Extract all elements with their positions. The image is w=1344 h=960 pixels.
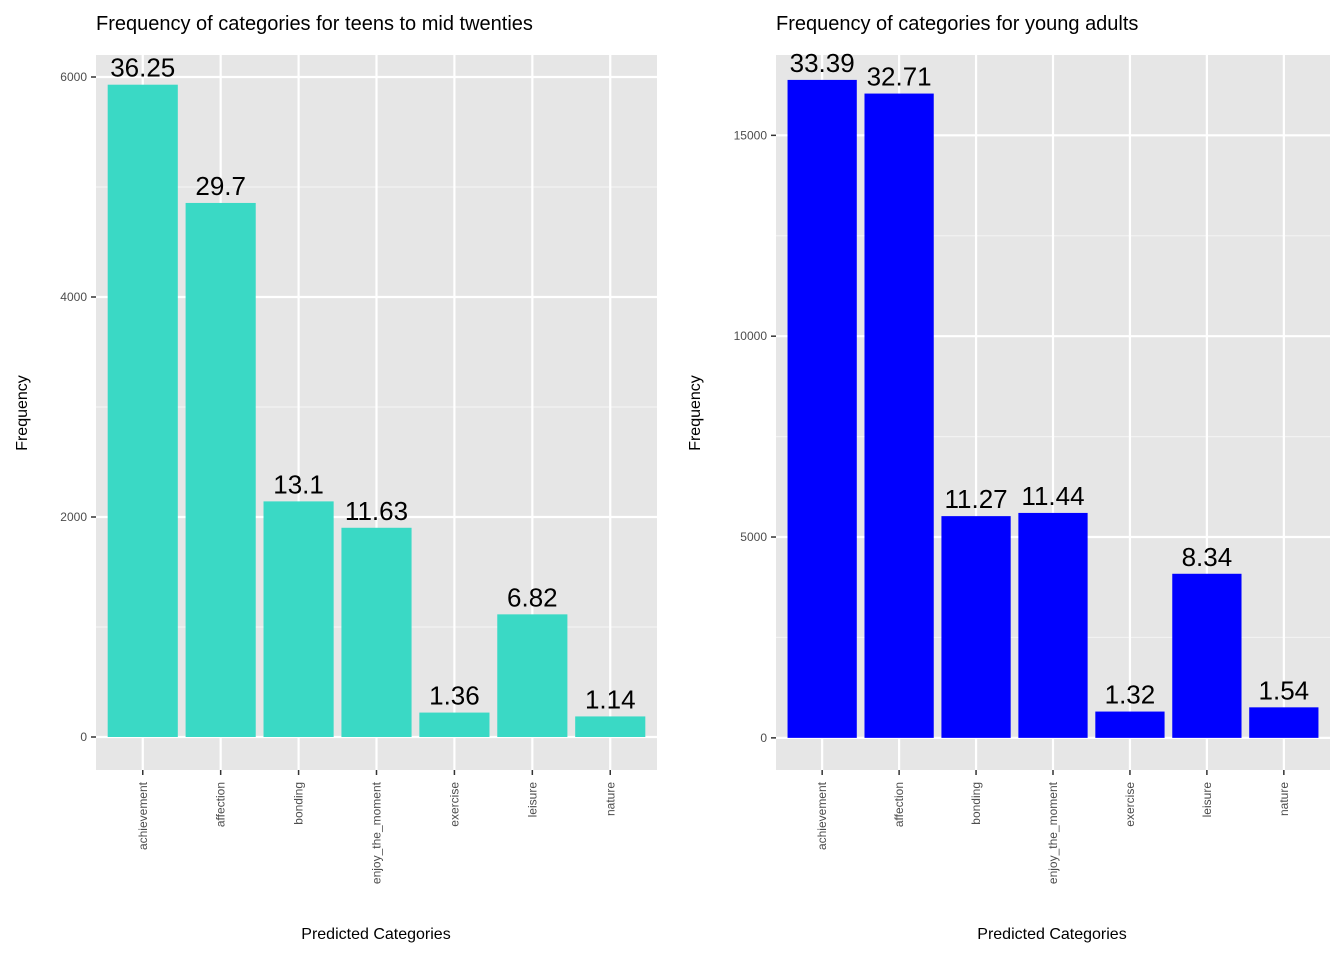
bar-leisure (497, 614, 568, 737)
data-label-exercise: 1.32 (1105, 680, 1156, 710)
x-tick-label-nature: nature (1277, 782, 1291, 816)
chart-title: Frequency of categories for teens to mid… (96, 13, 533, 35)
x-tick-label-enjoy-the-moment: enjoy_the_moment (1046, 781, 1060, 884)
x-tick-label-enjoy-the-moment: enjoy_the_moment (370, 781, 384, 884)
data-label-affection: 29.7 (195, 171, 246, 201)
data-label-leisure: 6.82 (507, 582, 558, 612)
data-label-nature: 1.14 (585, 684, 636, 714)
x-tick-label-exercise: exercise (447, 782, 461, 827)
bar-enjoy-the-moment (341, 527, 412, 737)
y-tick-label: 4000 (60, 290, 87, 304)
chart-title: Frequency of categories for young adults (776, 13, 1138, 35)
y-tick-label: 6000 (60, 70, 87, 84)
data-label-exercise: 1.36 (429, 681, 480, 711)
x-tick-label-affection: affection (892, 782, 906, 827)
bars (787, 79, 1319, 738)
bar-exercise (1095, 711, 1165, 738)
data-label-bonding: 11.27 (944, 484, 1007, 514)
x-tick-label-exercise: exercise (1123, 782, 1137, 827)
bar-nature (1249, 707, 1319, 738)
data-labels: 36.25 29.7 13.1 11.63 1.36 6.82 1.14 (110, 53, 635, 715)
y-tick-label: 0 (760, 731, 767, 745)
chart-teens-to-mid-twenties: Frequency of categories for teens to mid… (14, 13, 657, 943)
data-label-leisure: 8.34 (1182, 542, 1233, 572)
bar-leisure (1172, 573, 1242, 738)
x-axis-label: Predicted Categories (977, 926, 1126, 943)
bar-bonding (263, 501, 334, 737)
bar-exercise (419, 712, 490, 737)
data-label-nature: 1.54 (1259, 675, 1310, 705)
bar-nature (575, 716, 646, 737)
x-tick-label-bonding: bonding (969, 782, 983, 825)
y-tick-label: 10000 (734, 329, 768, 343)
x-tick-label-bonding: bonding (292, 782, 306, 825)
y-axis-ticks: 0 5000 10000 15000 (734, 128, 776, 745)
bars (107, 84, 646, 737)
y-tick-label: 5000 (740, 530, 767, 544)
y-axis-label: Frequency (687, 375, 704, 451)
bar-affection (185, 202, 256, 737)
bar-enjoy-the-moment (1018, 512, 1088, 738)
bar-achievement (107, 84, 178, 737)
x-tick-label-affection: affection (214, 782, 228, 827)
data-label-bonding: 13.1 (273, 469, 324, 499)
x-tick-label-leisure: leisure (1200, 782, 1214, 818)
bar-bonding (941, 516, 1011, 738)
data-label-enjoy-the-moment: 11.63 (345, 496, 408, 526)
data-label-affection: 32.71 (867, 62, 932, 92)
y-tick-label: 15000 (734, 128, 768, 142)
x-axis-ticks: achievement affection bonding enjoy_the_mom… (136, 770, 617, 884)
x-tick-label-leisure: leisure (525, 782, 539, 818)
x-tick-label-nature: nature (603, 782, 617, 816)
data-labels: 33.39 32.71 11.27 11.44 1.32 8.34 1.54 (790, 48, 1310, 710)
y-tick-label: 0 (80, 730, 87, 744)
bar-affection (864, 93, 934, 738)
data-label-enjoy-the-moment: 11.44 (1021, 481, 1084, 511)
y-tick-label: 2000 (60, 510, 87, 524)
chart-young-adults: Frequency of categories for young adults… (687, 13, 1330, 943)
x-axis-ticks: achievement affection bonding enjoy_the_mom… (815, 770, 1291, 884)
bar-achievement (787, 79, 857, 738)
x-tick-label-achievement: achievement (136, 781, 150, 850)
y-axis-label: Frequency (14, 375, 31, 451)
data-label-achievement: 33.39 (790, 48, 855, 78)
data-label-achievement: 36.25 (110, 53, 175, 83)
y-axis-ticks: 0 2000 4000 6000 (60, 70, 96, 744)
x-tick-label-achievement: achievement (815, 781, 829, 850)
x-axis-label: Predicted Categories (301, 926, 450, 943)
